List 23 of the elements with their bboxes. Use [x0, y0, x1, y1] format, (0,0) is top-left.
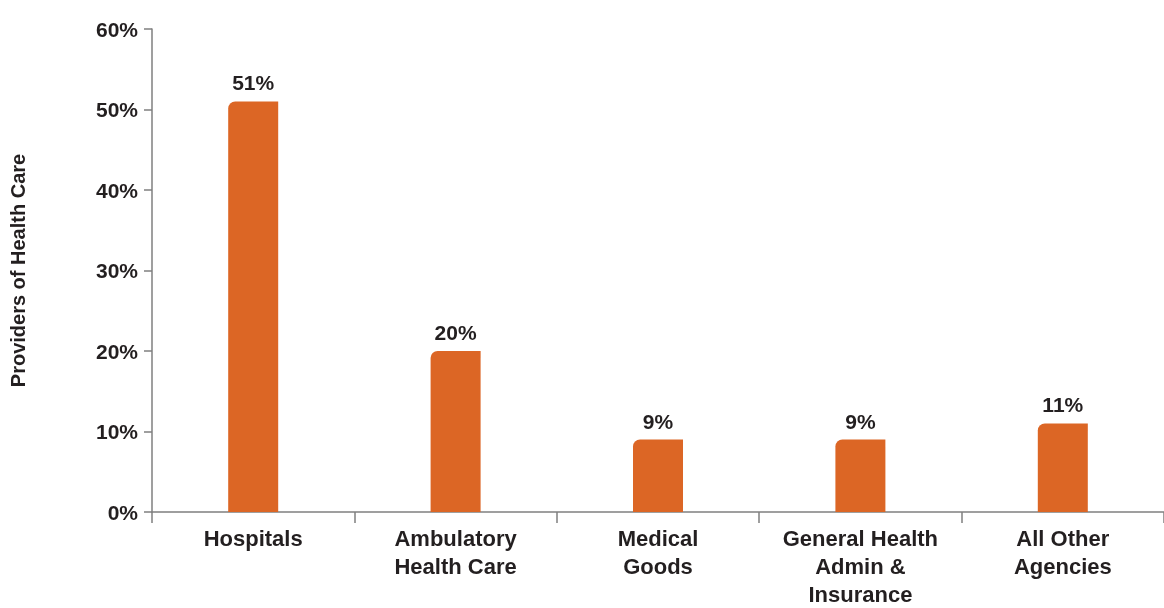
y-tick-label: 60% [95, 17, 139, 41]
x-tick-label: Medical Goods [617, 525, 699, 579]
bar [228, 101, 279, 512]
data-label: 9% [845, 409, 876, 433]
data-label: 20% [434, 321, 477, 344]
y-axis-title: Providers of Health Care [7, 153, 29, 388]
y-tick-label: 10% [95, 420, 139, 443]
x-tick-label: All Other Agencies [1013, 525, 1112, 579]
data-label: 11% [1042, 393, 1084, 417]
y-tick-label: 30% [95, 259, 139, 282]
y-tick-label: 50% [95, 98, 139, 121]
y-tick-label: 0% [107, 500, 139, 524]
x-tick-label: Hospitals [203, 525, 303, 551]
bar [633, 439, 683, 512]
x-tick-label: Ambulatory Health Care [394, 525, 518, 579]
y-tick-label: 40% [95, 178, 139, 202]
data-label: 9% [642, 409, 674, 433]
bar [430, 351, 481, 512]
bar [1037, 423, 1088, 512]
x-tick-label: General Health Admin & Insurance [782, 525, 939, 607]
bar [835, 439, 886, 512]
y-tick-label: 20% [95, 339, 139, 363]
data-label: 51% [232, 71, 275, 95]
